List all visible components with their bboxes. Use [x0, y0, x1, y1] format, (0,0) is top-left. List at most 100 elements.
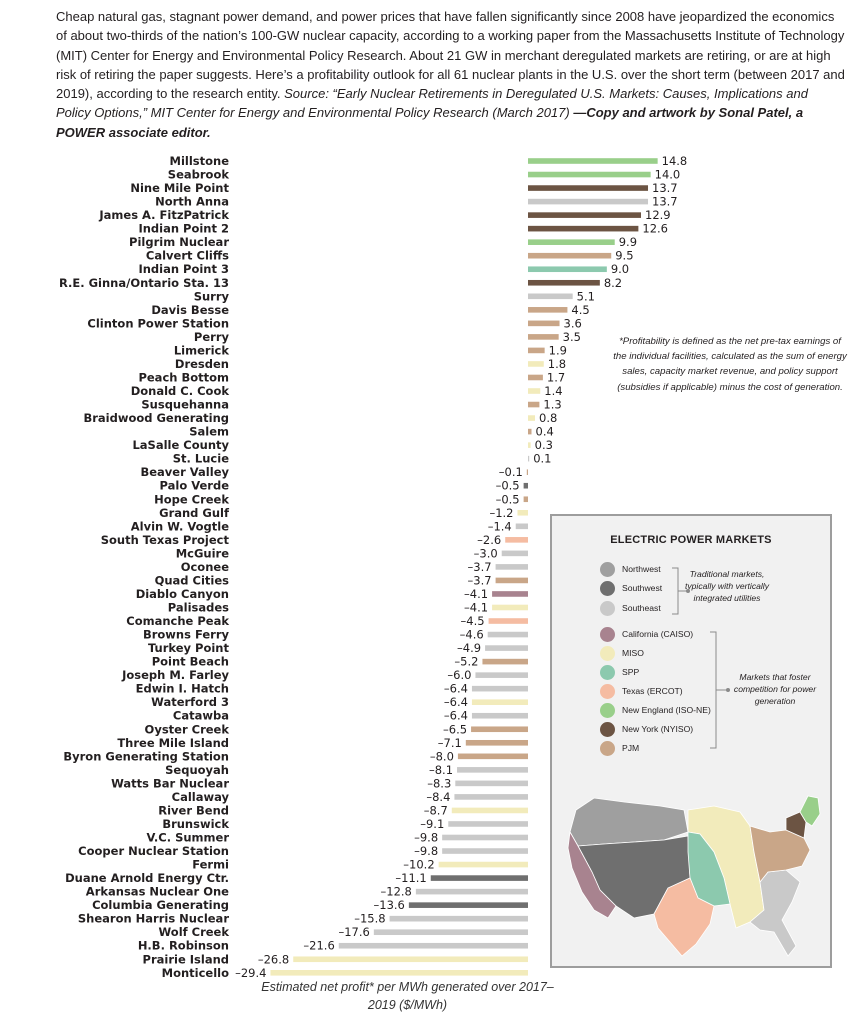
plant-label: R.E. Ginna/Ontario Sta. 13: [59, 276, 229, 290]
value-label: –6.4: [444, 695, 468, 709]
value-label: –9.1: [420, 817, 444, 831]
legend-swatch-ercot: [600, 684, 615, 699]
intro-text: Cheap natural gas, stagnant power demand…: [56, 7, 846, 142]
legend-swatch-isone: [600, 703, 615, 718]
plant-label: Duane Arnold Energy Ctr.: [65, 871, 229, 885]
value-label: 3.6: [564, 316, 582, 330]
profit-bar: [528, 212, 642, 218]
plant-label: Salem: [189, 425, 229, 439]
plant-label: Donald C. Cook: [131, 384, 230, 398]
profit-bar: [517, 509, 528, 516]
profit-footnote: *Profitability is defined as the net pre…: [613, 336, 847, 393]
plant-label: North Anna: [155, 195, 229, 209]
plant-label: South Texas Project: [101, 533, 230, 547]
value-label: 1.4: [544, 384, 562, 398]
plant-label: Columbia Generating: [92, 898, 229, 912]
legend-swatch-southeast: [600, 601, 615, 616]
profit-bar: [471, 685, 528, 692]
value-label: –11.1: [395, 871, 426, 885]
profit-bar: [528, 239, 615, 245]
profit-bar: [528, 347, 545, 354]
value-label: 1.3: [543, 398, 561, 412]
profit-bar: [528, 158, 658, 164]
plant-label: Turkey Point: [148, 641, 230, 655]
plant-label: Beaver Valley: [140, 465, 229, 479]
value-label: –5.2: [454, 655, 478, 669]
plant-label: Hope Creek: [154, 492, 229, 506]
profit-bar: [389, 915, 528, 922]
plant-label: Pilgrim Nuclear: [129, 235, 229, 249]
profit-bar: [528, 225, 639, 232]
profit-bar: [408, 902, 528, 908]
value-label: 1.7: [547, 370, 565, 384]
market-legend: ELECTRIC POWER MARKETS Northwest Southwe…: [550, 514, 832, 968]
plant-label: River Bend: [158, 803, 229, 817]
competitive-bracket-dot: [726, 688, 730, 692]
plant-label: V.C. Summer: [146, 831, 229, 845]
value-label: 4.5: [571, 303, 589, 317]
profit-bar: [430, 875, 528, 881]
profit-bar: [528, 428, 532, 435]
profit-bar: [487, 631, 528, 638]
plant-label: Oconee: [181, 560, 229, 574]
map-region-nyiso: [785, 811, 807, 839]
plant-label: Byron Generating Station: [63, 749, 229, 763]
profit-bar: [528, 320, 560, 327]
value-label: –8.4: [426, 790, 450, 804]
plant-label: Grand Gulf: [159, 506, 230, 520]
plant-label: Quad Cities: [155, 573, 230, 587]
profit-bar: [505, 537, 528, 543]
plant-label: Comanche Peak: [126, 614, 229, 628]
traditional-markets-note: Traditional markets, typically with vert…: [684, 569, 770, 603]
value-label: –1.4: [488, 519, 512, 533]
legend-swatch-caiso: [600, 627, 615, 642]
legend-swatch-southwest: [600, 581, 615, 596]
profit-bar: [488, 618, 528, 624]
plant-label: Cooper Nuclear Station: [78, 844, 229, 858]
legend-swatch-spp: [600, 665, 615, 680]
chart-bars: Millstone 14.8 Seabrook 14.0 Nine Mile Point…: [59, 154, 687, 980]
profit-bar: [528, 442, 531, 448]
profit-bar: [528, 388, 541, 394]
value-label: –8.3: [427, 776, 451, 790]
plant-label: Palisades: [168, 600, 229, 614]
profit-bar: [438, 861, 528, 868]
plant-label: Clinton Power Station: [87, 316, 229, 330]
plant-label: Limerick: [174, 343, 229, 357]
value-label: 14.0: [655, 168, 681, 182]
profit-bar: [528, 279, 600, 286]
map-region-pjm: [749, 825, 811, 883]
value-label: –9.8: [414, 844, 438, 858]
intro-body: Cheap natural gas, stagnant power demand…: [56, 9, 845, 102]
plant-label: Joseph M. Farley: [121, 668, 229, 682]
value-label: 0.8: [539, 411, 557, 425]
plant-label: Edwin I. Hatch: [136, 682, 229, 696]
value-label: –6.4: [444, 709, 468, 723]
profit-bar: [495, 564, 528, 570]
profit-bar: [471, 699, 528, 705]
value-label: –17.6: [338, 925, 369, 939]
source-citation: Source: “Early Nuclear Retirements in De…: [56, 86, 808, 121]
value-label: –12.8: [381, 885, 412, 899]
profit-bar: [528, 361, 544, 367]
plant-label: Nine Mile Point: [130, 181, 229, 195]
value-label: 0.1: [533, 452, 551, 466]
plant-label: Braidwood Generating: [83, 411, 229, 425]
plant-label: Diablo Canyon: [136, 587, 229, 601]
value-label: –3.7: [468, 560, 492, 574]
profit-bar: [338, 942, 528, 949]
profit-bar: [528, 252, 612, 259]
value-label: –8.0: [430, 749, 454, 763]
legend-swatch-northwest: [600, 562, 615, 577]
profit-bar: [373, 929, 528, 936]
value-label: –3.0: [474, 546, 498, 560]
plant-label: Peach Bottom: [138, 370, 229, 384]
profit-bar: [442, 848, 528, 854]
competitive-markets-note: Markets that foster competition for powe…: [733, 672, 817, 706]
plant-label: McGuire: [176, 546, 230, 560]
profit-bar: [457, 767, 528, 773]
us-market-map: [567, 795, 821, 957]
profit-bar: [455, 780, 528, 787]
plant-label: James A. FitzPatrick: [98, 208, 229, 222]
